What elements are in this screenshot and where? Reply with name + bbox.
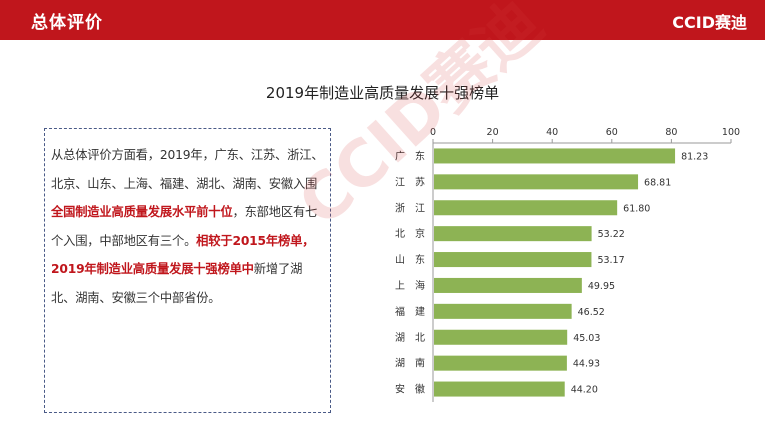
category-label: 江 苏 — [395, 175, 425, 188]
x-tick-label: 20 — [487, 127, 499, 138]
summary-text-1: 从总体评价方面看，2019年，广东、江苏、浙江、北京、山东、上海、福建、湖北、湖… — [51, 148, 324, 191]
x-tick-label: 100 — [722, 127, 740, 138]
data-label: 46.52 — [578, 307, 605, 318]
data-label: 45.03 — [573, 333, 600, 344]
bar — [434, 303, 572, 319]
bar — [434, 355, 567, 371]
data-label: 61.80 — [623, 203, 650, 214]
data-label: 81.23 — [681, 151, 708, 162]
data-label: 49.95 — [588, 281, 615, 292]
summary-highlight-1: 全国制造业高质量发展水平前十位 — [51, 205, 233, 219]
x-tick-label: 60 — [606, 127, 618, 138]
summary-highlight-2: 相较于2015年榜单，2019年制造业高质量发展十强榜单中 — [51, 233, 315, 277]
data-label: 53.17 — [597, 255, 624, 266]
data-label: 68.81 — [644, 177, 671, 188]
x-tick-label: 40 — [546, 127, 558, 138]
bar — [434, 329, 568, 345]
bar — [434, 200, 618, 216]
category-label: 上 海 — [395, 279, 425, 292]
data-label: 44.20 — [571, 385, 598, 396]
x-tick-label: 80 — [665, 127, 677, 138]
bar — [434, 174, 639, 190]
summary-text-2: ，东部地区有七个入围，中部地区有三个。 — [51, 205, 318, 248]
category-label: 安 徽 — [395, 383, 425, 396]
category-label: 湖 北 — [395, 332, 425, 344]
bar — [434, 381, 565, 397]
x-tick-label: 0 — [430, 127, 436, 138]
summary-text-3: 新增了湖北、湖南、安徽三个中部省份。 — [51, 262, 303, 305]
category-label: 山 东 — [395, 253, 425, 266]
data-label: 44.93 — [573, 359, 600, 370]
bar — [434, 226, 592, 242]
header-bar: 总体评价 CCID赛迪 — [0, 0, 765, 40]
category-label: 湖 南 — [395, 357, 425, 370]
bar — [434, 277, 582, 293]
bar — [434, 252, 592, 268]
ccid-logo: CCID赛迪 — [672, 13, 747, 32]
chart-title: 2019年制造业高质量发展十强榜单 — [265, 84, 500, 102]
category-label: 广 东 — [395, 149, 425, 162]
category-label: 浙 江 — [395, 202, 425, 214]
data-label: 53.22 — [598, 229, 625, 240]
summary-text-box: 从总体评价方面看，2019年，广东、江苏、浙江、北京、山东、上海、福建、湖北、湖… — [44, 128, 331, 413]
category-label: 福 建 — [395, 305, 425, 318]
page-title: 总体评价 — [31, 13, 103, 33]
category-label: 北 京 — [395, 227, 425, 240]
bar — [434, 148, 676, 164]
